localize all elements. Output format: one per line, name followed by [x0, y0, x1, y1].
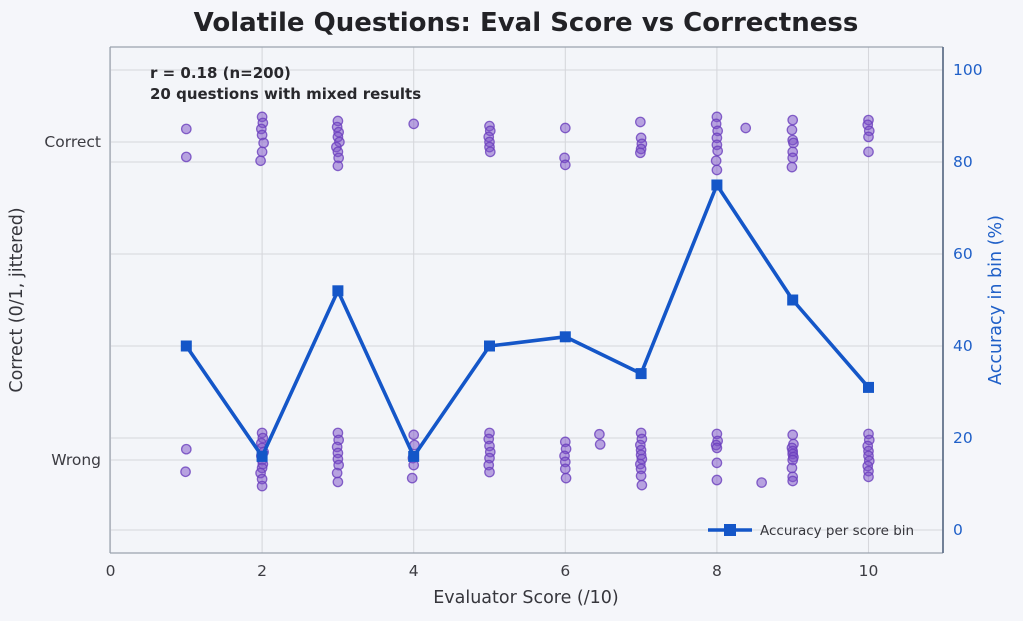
- x-tick-label: 4: [409, 562, 419, 580]
- scatter-point: [180, 123, 192, 135]
- y-tick-label-right: 100: [953, 61, 983, 79]
- scatter-point: [594, 428, 605, 440]
- accuracy-line-layer: [180, 179, 874, 462]
- accuracy-line-marker: [408, 450, 420, 462]
- left-y-axis-label: Correct (0/1, jittered): [7, 207, 27, 392]
- y-tick-label-right: 40: [953, 337, 973, 355]
- scatter-point: [408, 429, 420, 441]
- scatter-point: [256, 480, 268, 492]
- x-tick-label: 6: [560, 562, 570, 580]
- scatter-point: [406, 472, 418, 484]
- scatter-point: [634, 116, 646, 128]
- scatter-point: [786, 462, 798, 474]
- plot-spines: [109, 46, 944, 554]
- scatter-point: [712, 145, 724, 157]
- scatter-point: [740, 122, 752, 134]
- scatter-point: [180, 151, 192, 163]
- accuracy-line-marker: [787, 294, 799, 306]
- scatter-point: [788, 137, 799, 149]
- chart-title: Volatile Questions: Eval Score vs Correc…: [194, 8, 859, 38]
- legend-marker-icon: [724, 524, 736, 536]
- scatter-point: [863, 131, 874, 143]
- x-tick-label: 10: [859, 562, 879, 580]
- scatter-point: [786, 161, 798, 173]
- y-tick-label-right: 0: [953, 521, 963, 539]
- accuracy-line-marker: [559, 331, 571, 343]
- tick-labels: 0 2 4 6 8 10 Correct Wrong 0 20 40 60 80 100: [44, 61, 982, 580]
- legend-label: Accuracy per score bin: [760, 523, 914, 539]
- scatter-point: [332, 476, 344, 488]
- scatter-point: [559, 122, 571, 134]
- scatter-point: [787, 475, 799, 487]
- y-tick-label-right: 80: [953, 153, 973, 171]
- accuracy-line-marker: [484, 340, 495, 352]
- y-tick-label-left: Wrong: [51, 451, 101, 469]
- scatter-point: [560, 472, 572, 484]
- scatter-point: [711, 457, 723, 469]
- scatter-point: [180, 443, 192, 455]
- scatter-point: [559, 159, 571, 171]
- y-tick-label-right: 20: [953, 429, 973, 447]
- scatter-layer: [180, 111, 875, 492]
- scatter-point: [635, 470, 647, 482]
- legend: Accuracy per score bin: [708, 523, 914, 539]
- x-axis-label: Evaluator Score (/10): [433, 588, 619, 608]
- scatter-point: [711, 442, 723, 454]
- scatter-point: [787, 114, 799, 126]
- accuracy-line: [184, 183, 870, 459]
- scatter-point: [484, 146, 496, 158]
- plot-area: [110, 47, 943, 553]
- scatter-point: [559, 463, 571, 475]
- y-tick-label-right: 60: [953, 245, 973, 263]
- scatter-point: [710, 155, 722, 167]
- scatter-point: [787, 152, 799, 164]
- scatter-point: [256, 146, 268, 158]
- accuracy-line-marker: [256, 450, 268, 462]
- annotation-correlation: r = 0.18 (n=200): [150, 64, 291, 82]
- x-tick-label: 8: [712, 562, 722, 580]
- x-tick-label: 2: [257, 562, 267, 580]
- scatter-point: [863, 471, 874, 483]
- scatter-point: [756, 477, 767, 488]
- scatter-point: [484, 466, 495, 478]
- scatter-point: [786, 124, 798, 136]
- scatter-point: [408, 118, 420, 130]
- right-y-axis-label: Accuracy in bin (%): [986, 215, 1006, 385]
- x-tick-label: 0: [106, 562, 116, 580]
- scatter-point: [787, 429, 799, 441]
- scatter-point: [331, 467, 343, 479]
- scatter-point: [711, 474, 723, 486]
- scatter-point: [634, 147, 646, 159]
- accuracy-line-marker: [332, 285, 344, 297]
- accuracy-line-marker: [863, 381, 874, 393]
- accuracy-line-marker: [180, 340, 192, 352]
- scatter-point: [711, 164, 723, 176]
- scatter-point: [863, 146, 874, 158]
- scatter-point: [636, 479, 648, 491]
- scatter-point: [332, 160, 344, 172]
- scatter-point: [255, 155, 266, 167]
- accuracy-line-marker: [711, 179, 723, 191]
- y-tick-label-left: Correct: [44, 133, 101, 151]
- annotation-subtitle: 20 questions with mixed results: [150, 85, 421, 103]
- scatter-point: [180, 466, 191, 478]
- scatter-point: [594, 439, 606, 450]
- scatter-point: [258, 137, 269, 149]
- accuracy-line-marker: [635, 368, 647, 380]
